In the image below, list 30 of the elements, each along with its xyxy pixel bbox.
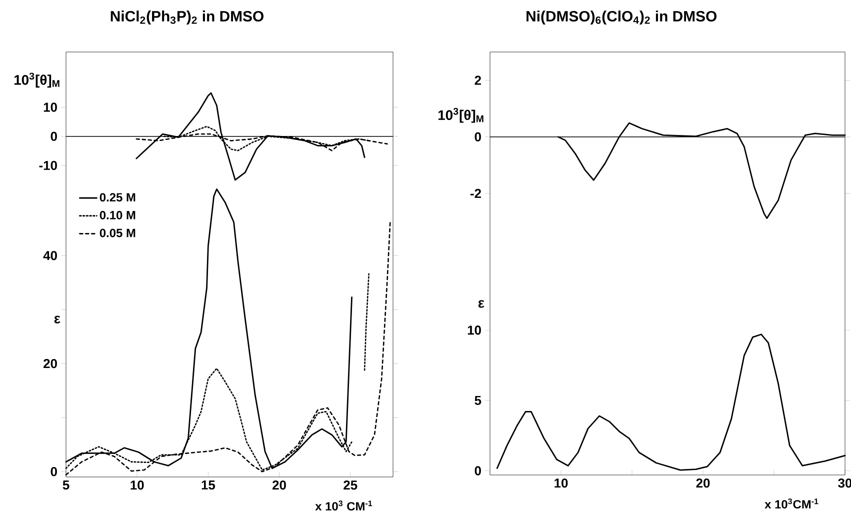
y-tick-label: 10: [468, 326, 481, 335]
legend-label: 0.25 M: [100, 193, 136, 202]
chart-title: Ni(DMSO)$_{6}$(ClO$_{4}$)$_{2}$ in DMSO: [526, 10, 717, 24]
x-tick-label: 10: [130, 480, 144, 490]
y-axis-title: 10$^{3}$[θ]$_{M}$: [438, 108, 484, 123]
y-axis-title: ε: [54, 316, 60, 324]
x-axis-title: x 10$^{3}$ CM$^{-1}$: [315, 500, 372, 511]
y-tick-label: -2: [470, 188, 481, 198]
y-tick-label: 0: [50, 132, 57, 141]
y-tick-label: 0: [474, 466, 481, 476]
y-tick-label: 40: [43, 250, 57, 260]
x-tick-label: 5: [62, 480, 70, 490]
legend-label: 0.10 M: [100, 210, 136, 220]
y-tick-label: 0: [50, 466, 57, 476]
legend-label: 0.05 M: [100, 228, 136, 238]
y-tick-label: 10: [44, 102, 57, 112]
y-axis-title: 10$^{3}$[θ]$_{M}$: [14, 72, 60, 88]
y-tick-label: 0: [474, 132, 481, 142]
y-axis-title: ε: [478, 300, 484, 308]
x-tick-label: 20: [272, 480, 286, 490]
y-tick-label: -10: [39, 160, 57, 170]
y-tick-label: 20: [44, 358, 57, 368]
x-tick-label: 20: [696, 478, 710, 488]
x-tick-label: 15: [202, 480, 216, 490]
x-tick-label: 25: [344, 480, 358, 490]
chart-title: NiCl$_{2}$(Ph$_{3}$P)$_{2}$ in DMSO: [110, 10, 264, 24]
x-tick-label: 10: [554, 478, 568, 488]
x-axis-title: x 10$^{3}$CM$^{-1}$: [764, 498, 818, 509]
y-tick-label: 2: [474, 76, 481, 85]
y-tick-label: 5: [474, 396, 482, 405]
